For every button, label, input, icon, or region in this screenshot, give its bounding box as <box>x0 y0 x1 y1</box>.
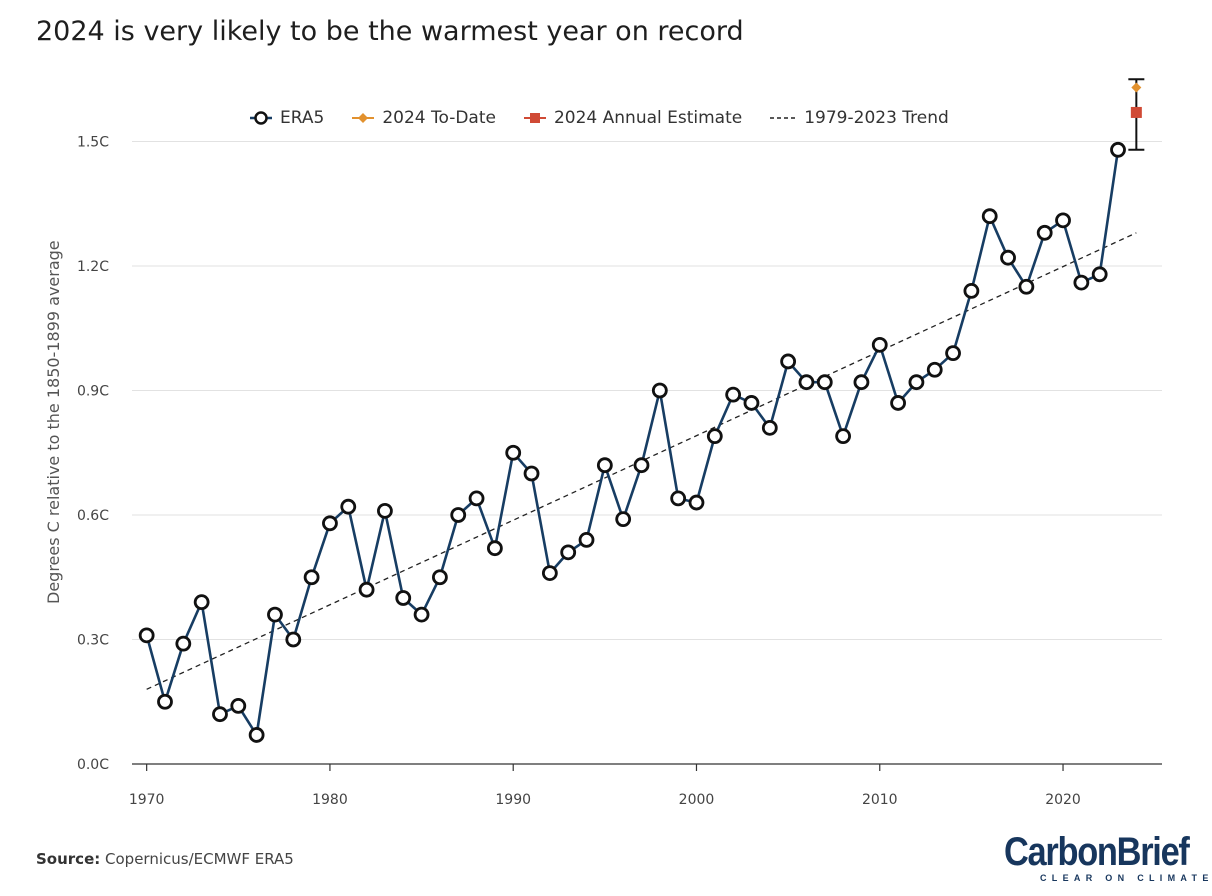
era5-point-2006 <box>798 374 815 391</box>
estimate-swatch-icon <box>523 113 546 123</box>
era5-point-2018 <box>1018 278 1035 295</box>
todate-point-2024 <box>1131 82 1142 93</box>
era5-point-2015 <box>963 282 980 299</box>
era5-point-2001 <box>706 428 723 445</box>
era5-point-2008 <box>835 428 852 445</box>
era5-point-1992 <box>541 565 558 581</box>
era5-point-1988 <box>468 490 485 507</box>
era5-point-1977 <box>267 606 283 623</box>
era5-point-2003 <box>743 395 760 411</box>
estimate-point-2024 <box>1130 106 1142 118</box>
source-text: Copernicus/ECMWF ERA5 <box>105 850 294 868</box>
era5-point-1995 <box>596 457 613 474</box>
era5-point-1981 <box>340 498 357 515</box>
chart-title: 2024 is very likely to be the warmest ye… <box>36 16 744 47</box>
legend-item-trend: 1979-2023 Trend <box>770 108 949 128</box>
era5-point-1974 <box>212 706 228 723</box>
era5-point-2013 <box>926 361 943 378</box>
era5-point-2000 <box>688 494 705 511</box>
x-tick-label: 2010 <box>862 792 898 808</box>
x-tick-label: 1990 <box>495 792 531 808</box>
legend-item-era5: ERA5 <box>250 108 324 128</box>
era5-point-1982 <box>358 581 375 598</box>
era5-point-1996 <box>615 511 632 528</box>
era5-point-1994 <box>578 532 595 548</box>
source-note: Source: Copernicus/ECMWF ERA5 <box>36 850 294 868</box>
legend-label-era5: ERA5 <box>280 108 325 128</box>
y-tick-label: 0.9C <box>77 384 109 400</box>
carbonbrief-logo: CarbonBrief CLEAR ON CLIMATE <box>1004 830 1212 883</box>
era5-point-1975 <box>230 698 247 714</box>
era5-point-2009 <box>853 374 870 391</box>
legend-item-estimate: 2024 Annual Estimate <box>523 108 743 128</box>
era5-point-1984 <box>395 590 412 606</box>
era5-point-1980 <box>322 515 338 532</box>
era5-swatch-icon <box>250 111 272 125</box>
logo-wordmark: CarbonBrief <box>1004 830 1190 874</box>
y-tick-label: 0.0C <box>77 757 109 773</box>
era5-point-1990 <box>505 444 522 461</box>
era5-point-1986 <box>432 569 448 586</box>
legend-label-trend: 1979-2023 Trend <box>804 108 949 128</box>
era5-point-2012 <box>908 374 925 391</box>
era5-point-2022 <box>1091 266 1108 283</box>
logo-tagline: CLEAR ON CLIMATE <box>1040 873 1212 883</box>
x-tick-label: 1980 <box>312 792 348 808</box>
todate-swatch-icon <box>352 113 375 123</box>
era5-point-2002 <box>725 386 742 403</box>
era5-point-2016 <box>981 208 998 225</box>
source-label: Source: <box>36 850 101 868</box>
era5-point-1989 <box>486 540 503 557</box>
era5-point-1973 <box>193 594 210 611</box>
era5-point-2007 <box>816 374 833 391</box>
era5-point-2020 <box>1055 212 1071 229</box>
era5-point-1999 <box>670 490 687 507</box>
era5-point-2010 <box>871 336 888 353</box>
chart-legend: ERA5 2024 To-Date 2024 Annual Estimate 1… <box>250 108 977 128</box>
era5-point-1998 <box>651 382 668 399</box>
era5-point-2023 <box>1110 141 1126 158</box>
era5-point-2004 <box>761 419 778 436</box>
era5-point-2021 <box>1073 274 1090 291</box>
era5-point-1997 <box>633 457 650 474</box>
x-tick-label: 2000 <box>679 792 715 808</box>
y-tick-label: 0.6C <box>77 508 109 524</box>
era5-point-2005 <box>780 353 797 370</box>
x-tick-label: 2020 <box>1045 792 1081 808</box>
era5-point-2014 <box>945 345 961 362</box>
era5-point-1970 <box>138 627 155 644</box>
y-tick-label: 0.3C <box>77 633 109 649</box>
legend-label-todate: 2024 To-Date <box>382 108 496 128</box>
y-tick-label: 1.5C <box>77 135 109 151</box>
era5-point-2017 <box>1000 249 1016 266</box>
legend-label-estimate: 2024 Annual Estimate <box>553 108 743 128</box>
era5-series-line <box>145 149 1120 737</box>
era5-point-2019 <box>1036 224 1053 241</box>
legend-item-todate: 2024 To-Date <box>352 108 496 128</box>
era5-point-1979 <box>303 569 320 586</box>
era5-point-2011 <box>890 395 906 411</box>
era5-point-1972 <box>175 635 192 652</box>
era5-point-1976 <box>248 727 265 743</box>
era5-point-1991 <box>523 465 540 482</box>
trend-swatch-icon <box>770 117 797 119</box>
era5-point-1993 <box>560 544 577 561</box>
chart-plot-area: 0.0C 0.3C 0.6C 0.9C 1.2C 1.5C 1970 1980 1990 2000… <box>77 78 1162 808</box>
era5-point-1971 <box>157 693 173 710</box>
era5-point-1978 <box>285 631 302 648</box>
x-tick-label: 1970 <box>129 792 165 808</box>
era5-point-1983 <box>377 502 393 519</box>
era5-point-1985 <box>413 606 430 623</box>
era5-point-1987 <box>450 507 467 523</box>
y-tick-label: 1.2C <box>77 259 109 275</box>
